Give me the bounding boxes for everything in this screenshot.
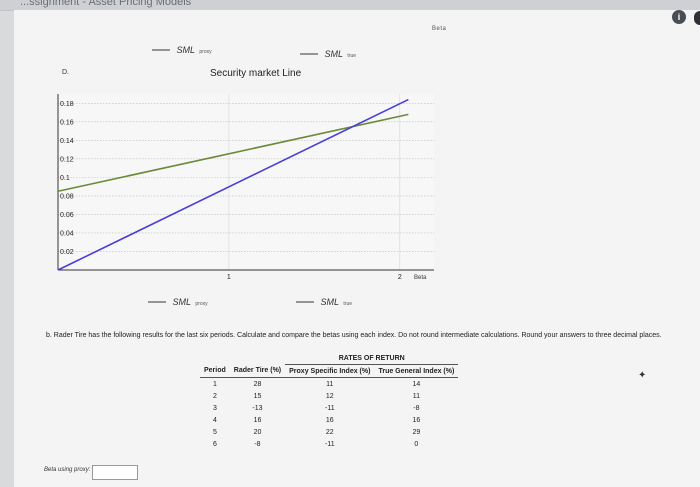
column-header-1: Rader Tire (%) xyxy=(229,364,286,378)
table-cell: 15 xyxy=(253,392,262,400)
legend-true-sub: true xyxy=(347,53,357,59)
table-row: 2 15 12 11 xyxy=(200,390,458,402)
rates-group-header: RATES OF RETURN xyxy=(285,352,459,365)
y-tick-label: 0.1 xyxy=(60,175,70,182)
table-cell: -11 xyxy=(324,404,335,412)
table-header-row: Period Rader Tire (%) Proxy Specific Index… xyxy=(200,364,459,378)
mouse-cursor-icon: ✦ xyxy=(638,370,647,381)
legend-proxy-swatch xyxy=(152,49,170,51)
legend-bottom-true-main: SML xyxy=(320,297,339,307)
table-cell: 5 xyxy=(212,428,217,436)
legend-bottom-proxy-sub: proxy xyxy=(195,301,208,307)
table-cell: 16 xyxy=(412,416,421,424)
table-row: 5 20 22 29 xyxy=(200,426,458,438)
part-b-question: b. Rader Tire has the following results … xyxy=(46,332,662,339)
legend-bottom-true-swatch xyxy=(296,301,314,303)
x-tick-label: 2 xyxy=(398,274,402,281)
legend-bottom-true: SML true xyxy=(296,292,352,310)
breadcrumb: ...ssignment - Asset Pricing Models xyxy=(20,0,192,8)
legend-proxy-sub: proxy xyxy=(199,49,212,55)
table-row: 4 16 16 16 xyxy=(200,414,458,426)
legend-bottom-true-sub: true xyxy=(343,301,353,307)
table-cell: 22 xyxy=(325,428,334,436)
assignment-page: Beta D. SML proxy SML true Security mark… xyxy=(14,10,700,487)
table-cell: 4 xyxy=(212,416,217,424)
legend-true-main: SML xyxy=(324,49,343,59)
table-row: 6 -8 -11 0 xyxy=(200,438,458,450)
column-header-2: Proxy Specific Index (%) xyxy=(285,364,375,378)
legend-top-proxy: SML proxy xyxy=(152,40,212,58)
table-cell: 29 xyxy=(412,428,421,436)
legend-bottom-proxy: SML proxy xyxy=(148,292,208,310)
legend-top-true: SML true xyxy=(300,44,356,62)
chart-title: Security market Line xyxy=(210,68,302,79)
info-icon[interactable]: i xyxy=(672,10,686,24)
column-header-3: True General Index (%) xyxy=(374,364,459,378)
beta-proxy-label: Beta using proxy: xyxy=(44,467,91,473)
scrollbar-handle[interactable] xyxy=(694,11,700,25)
y-tick-label: 0.14 xyxy=(60,138,74,145)
y-tick-label: 0.02 xyxy=(60,249,74,256)
y-tick-label: 0.18 xyxy=(60,101,74,108)
x-axis-label: Beta xyxy=(414,275,427,281)
table-cell: 14 xyxy=(412,380,421,388)
top-beta-label: Beta xyxy=(432,26,447,32)
table-cell: 6 xyxy=(212,440,217,448)
table-row: 1 28 11 14 xyxy=(200,378,458,391)
rates-table: RATES OF RETURN Period Rader Tire (%) Prox… xyxy=(200,352,459,451)
y-tick-label: 0.08 xyxy=(60,193,74,200)
legend-proxy-main: SML xyxy=(176,45,195,55)
table-cell: 0 xyxy=(414,440,419,448)
y-tick-label: 0.04 xyxy=(60,230,74,237)
part-a-label: D. xyxy=(62,69,69,76)
series-line-true xyxy=(57,98,409,271)
table-cell: 1 xyxy=(212,380,217,388)
table-cell: 16 xyxy=(325,416,334,424)
legend-bottom-proxy-swatch xyxy=(148,301,166,303)
table-cell: 12 xyxy=(325,392,334,400)
table-body: 1 28 11 14 2 15 12 11 3 -13 -11 -8 4 16 16 16 5 20 22 29 6 -8… xyxy=(200,378,458,451)
table-cell: -11 xyxy=(324,440,335,448)
table-cell: 11 xyxy=(326,380,334,388)
table-cell: 11 xyxy=(412,392,421,400)
beta-proxy-input[interactable] xyxy=(92,465,138,480)
x-tick-label: 1 xyxy=(227,274,231,281)
legend-bottom-proxy-main: SML xyxy=(172,297,191,307)
table-cell: -13 xyxy=(252,404,263,412)
y-tick-label: 0.06 xyxy=(60,212,74,219)
legend-true-swatch xyxy=(300,53,318,55)
sml-chart: 0.02 0.04 0.06 0.08 0.1 0.12 0.14 0.16 0.18 1 2 Bet… xyxy=(57,94,434,281)
table-cell: 20 xyxy=(253,428,262,436)
table-cell: -8 xyxy=(413,404,420,412)
table-row: 3 -13 -11 -8 xyxy=(200,402,458,414)
column-header-0: Period xyxy=(200,364,230,378)
table-cell: 3 xyxy=(212,404,217,412)
y-tick-label: 0.16 xyxy=(60,119,74,126)
y-tick-label: 0.12 xyxy=(60,156,74,163)
table-cell: 28 xyxy=(253,380,262,388)
plot-area xyxy=(58,94,434,270)
table-cell: 2 xyxy=(212,392,217,400)
table-cell: -8 xyxy=(254,440,261,448)
table-cell: 16 xyxy=(253,416,262,424)
